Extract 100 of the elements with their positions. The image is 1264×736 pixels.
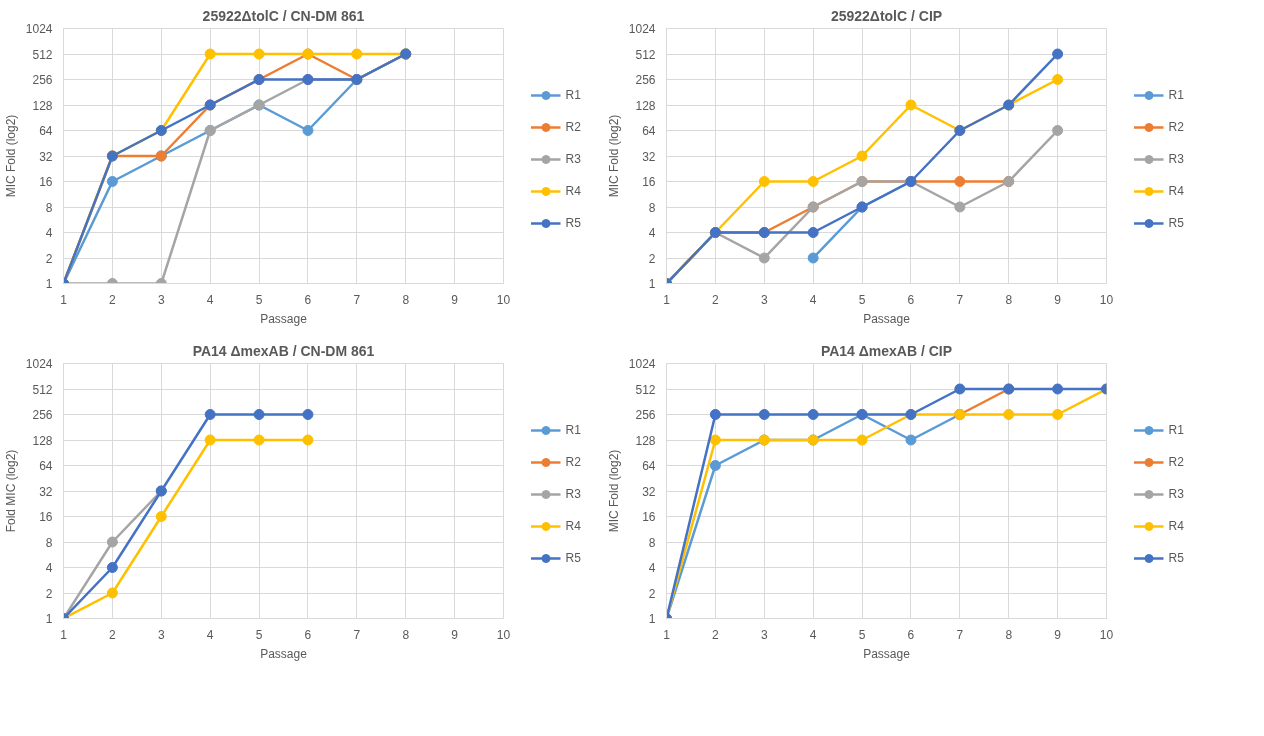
y-tick-label: 1024 bbox=[25, 22, 53, 36]
y-axis-title: Fold MIC (log2) bbox=[3, 449, 18, 533]
x-tick-label: 7 bbox=[353, 292, 361, 307]
y-tick-label: 64 bbox=[642, 124, 656, 138]
x-tick-label: 1 bbox=[663, 627, 671, 642]
y-tick-label: 1024 bbox=[628, 22, 656, 36]
legend-label: R5 bbox=[565, 551, 582, 565]
x-tick-label: 6 bbox=[304, 627, 312, 642]
y-tick-label: 512 bbox=[32, 382, 53, 397]
y-tick-label: 1024 bbox=[628, 357, 656, 371]
x-tick-label: 8 bbox=[402, 292, 410, 307]
x-tick-label: 5 bbox=[858, 627, 866, 642]
y-tick-label: 2 bbox=[648, 251, 656, 266]
y-tick-label: 1 bbox=[648, 612, 656, 626]
legend-label: R4 bbox=[565, 184, 582, 198]
chart-title: PA14 ΔmexAB / CN-DM 861 bbox=[192, 342, 375, 359]
y-tick-label: 8 bbox=[648, 535, 656, 550]
legend-label: R5 bbox=[1168, 551, 1185, 565]
y-tick-label: 8 bbox=[45, 200, 53, 215]
x-tick-label: 4 bbox=[206, 627, 214, 642]
legend-label: R2 bbox=[565, 455, 582, 469]
legend-label: R1 bbox=[565, 423, 582, 437]
x-tick-label: 2 bbox=[109, 627, 117, 642]
x-tick-label: 1 bbox=[663, 292, 671, 307]
x-tick-label: 10 bbox=[1099, 292, 1114, 307]
chart-title: 25922ΔtolC / CIP bbox=[830, 7, 943, 24]
y-tick-label: 32 bbox=[39, 484, 53, 499]
x-tick-label: 8 bbox=[1005, 292, 1013, 307]
x-tick-label: 2 bbox=[712, 292, 720, 307]
x-tick-label: 3 bbox=[157, 292, 165, 307]
legend-label: R4 bbox=[1168, 184, 1185, 198]
x-axis-title: Passage bbox=[260, 646, 308, 661]
y-tick-label: 1 bbox=[45, 277, 53, 291]
x-tick-label: 9 bbox=[451, 627, 459, 642]
x-axis-title: Passage bbox=[863, 646, 911, 661]
x-tick-label: 1 bbox=[60, 627, 68, 642]
x-tick-label: 7 bbox=[353, 627, 361, 642]
y-tick-label: 16 bbox=[39, 175, 53, 189]
y-tick-label: 32 bbox=[642, 484, 656, 499]
x-tick-label: 4 bbox=[809, 627, 817, 642]
x-tick-label: 6 bbox=[907, 627, 915, 642]
x-tick-label: 10 bbox=[1099, 627, 1114, 642]
x-tick-label: 4 bbox=[809, 292, 817, 307]
x-tick-label: 6 bbox=[907, 292, 915, 307]
legend-label: R4 bbox=[565, 519, 582, 533]
x-tick-label: 9 bbox=[1054, 627, 1062, 642]
x-tick-label: 10 bbox=[496, 292, 511, 307]
y-tick-label: 4 bbox=[45, 561, 53, 575]
x-tick-label: 2 bbox=[109, 292, 117, 307]
y-axis-title: MIC Fold (log2) bbox=[606, 449, 621, 533]
x-axis-title: Passage bbox=[863, 311, 911, 326]
y-tick-label: 128 bbox=[635, 98, 656, 113]
y-tick-label: 4 bbox=[45, 226, 53, 240]
legend-label: R2 bbox=[1168, 120, 1185, 134]
y-tick-label: 256 bbox=[635, 408, 656, 422]
x-tick-label: 1 bbox=[60, 292, 68, 307]
y-tick-label: 512 bbox=[32, 47, 53, 62]
x-axis-title: Passage bbox=[260, 311, 308, 326]
x-tick-label: 7 bbox=[956, 292, 964, 307]
y-tick-label: 16 bbox=[642, 510, 656, 524]
y-axis-title: MIC Fold (log2) bbox=[606, 114, 621, 198]
y-tick-label: 32 bbox=[642, 149, 656, 164]
y-tick-label: 8 bbox=[45, 535, 53, 550]
x-tick-label: 3 bbox=[760, 627, 768, 642]
y-tick-label: 512 bbox=[635, 47, 656, 62]
x-tick-label: 10 bbox=[496, 627, 511, 642]
y-tick-label: 256 bbox=[32, 73, 53, 87]
y-tick-label: 2 bbox=[45, 251, 53, 266]
y-tick-label: 128 bbox=[32, 98, 53, 113]
legend-label: R5 bbox=[565, 216, 582, 230]
y-tick-label: 1 bbox=[45, 612, 53, 626]
y-axis-title: MIC Fold (log2) bbox=[3, 114, 18, 198]
legend-label: R2 bbox=[1168, 455, 1185, 469]
y-tick-label: 16 bbox=[39, 510, 53, 524]
y-tick-label: 128 bbox=[635, 433, 656, 448]
y-tick-label: 1024 bbox=[25, 357, 53, 371]
y-tick-label: 32 bbox=[39, 149, 53, 164]
y-tick-label: 256 bbox=[635, 73, 656, 87]
x-tick-label: 5 bbox=[858, 292, 866, 307]
legend-label: R3 bbox=[565, 152, 582, 166]
legend-label: R1 bbox=[565, 88, 582, 102]
x-tick-label: 8 bbox=[402, 627, 410, 642]
legend-label: R2 bbox=[565, 120, 582, 134]
legend-label: R4 bbox=[1168, 519, 1185, 533]
x-tick-label: 2 bbox=[712, 627, 720, 642]
y-tick-label: 64 bbox=[39, 459, 53, 473]
legend-label: R1 bbox=[1168, 423, 1185, 437]
y-tick-label: 64 bbox=[642, 459, 656, 473]
y-tick-label: 2 bbox=[45, 586, 53, 601]
legend-label: R1 bbox=[1168, 88, 1185, 102]
legend-label: R5 bbox=[1168, 216, 1185, 230]
y-tick-label: 64 bbox=[39, 124, 53, 138]
x-tick-label: 5 bbox=[255, 292, 263, 307]
x-tick-label: 8 bbox=[1005, 627, 1013, 642]
y-tick-label: 4 bbox=[648, 561, 656, 575]
y-tick-label: 256 bbox=[32, 408, 53, 422]
x-tick-label: 9 bbox=[1054, 292, 1062, 307]
y-tick-label: 8 bbox=[648, 200, 656, 215]
chart-title: 25922ΔtolC / CN-DM 861 bbox=[202, 7, 365, 24]
y-tick-label: 2 bbox=[648, 586, 656, 601]
